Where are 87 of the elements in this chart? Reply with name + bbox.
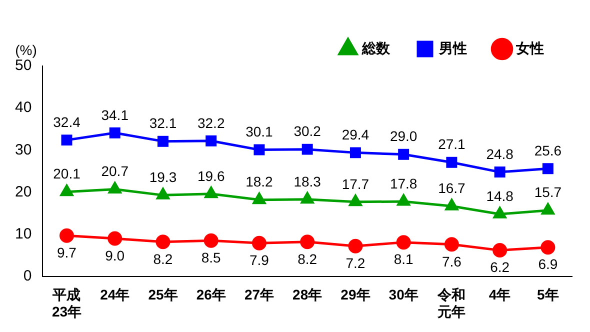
point xyxy=(204,186,218,198)
point xyxy=(445,198,458,210)
point xyxy=(398,148,410,160)
data-label: 7.9 xyxy=(249,252,270,268)
data-label: 17.8 xyxy=(390,175,418,192)
point xyxy=(494,166,506,178)
data-label: 20.7 xyxy=(101,163,129,180)
point xyxy=(109,127,120,138)
point xyxy=(252,236,266,250)
data-label: 16.7 xyxy=(438,180,466,196)
point xyxy=(157,136,168,147)
point xyxy=(396,235,411,250)
data-label: 32.1 xyxy=(149,115,177,132)
y-tick-label: 30 xyxy=(14,141,32,158)
y-tick-label: 20 xyxy=(14,183,32,200)
y-tick-label: 40 xyxy=(14,99,32,116)
point xyxy=(302,144,313,155)
data-label: 30.1 xyxy=(246,124,274,140)
point xyxy=(204,233,218,248)
data-label: 8.2 xyxy=(298,250,318,267)
data-label: 7.2 xyxy=(346,254,366,271)
data-label: 29.0 xyxy=(390,128,418,144)
point xyxy=(446,156,458,168)
point xyxy=(300,192,314,204)
x-tick-label: 29年 xyxy=(340,286,370,303)
point xyxy=(156,234,170,250)
x-tick-label: 30年 xyxy=(388,286,418,303)
legend-label: 総数 xyxy=(361,40,391,56)
point xyxy=(206,135,217,146)
point xyxy=(542,163,554,174)
point xyxy=(397,194,410,206)
data-label: 25.6 xyxy=(534,142,562,159)
x-tick-label: 4年 xyxy=(488,286,511,303)
x-tick-label: 26年 xyxy=(196,286,226,303)
x-tick-label: 27年 xyxy=(244,286,274,303)
data-label: 14.8 xyxy=(486,188,514,204)
point xyxy=(59,228,74,243)
point xyxy=(300,234,315,250)
point xyxy=(252,192,266,204)
y-axis-title: (%) xyxy=(15,42,37,58)
x-tick-label: 令和元年 xyxy=(436,286,466,320)
point xyxy=(61,134,72,146)
x-tick-label: 24年 xyxy=(100,286,130,303)
data-label: 34.1 xyxy=(101,106,129,123)
data-label: 8.2 xyxy=(153,250,173,267)
data-label: 19.6 xyxy=(197,168,225,184)
data-label: 7.6 xyxy=(442,253,462,270)
x-tick-label: 5年 xyxy=(537,286,559,303)
data-label: 29.4 xyxy=(342,126,370,143)
data-label: 18.3 xyxy=(294,173,322,190)
data-label: 19.3 xyxy=(149,169,177,186)
x-tick-label: 平成23年 xyxy=(52,286,82,320)
data-label: 24.8 xyxy=(486,146,514,162)
point xyxy=(540,240,556,255)
data-label: 17.7 xyxy=(342,176,370,192)
data-label: 6.9 xyxy=(538,256,558,272)
y-tick-label: 0 xyxy=(23,268,32,285)
data-label: 30.2 xyxy=(294,123,322,140)
point xyxy=(108,182,122,194)
legend-label: 女性 xyxy=(515,40,544,56)
data-label: 8.5 xyxy=(201,249,222,266)
data-label: 20.1 xyxy=(53,166,81,182)
point xyxy=(348,238,363,254)
data-label: 9.0 xyxy=(105,247,125,264)
point xyxy=(108,231,122,246)
data-label: 6.2 xyxy=(490,259,510,276)
data-label: 8.1 xyxy=(394,251,414,268)
data-label: 32.2 xyxy=(197,114,225,131)
point xyxy=(349,194,362,206)
point xyxy=(444,237,459,252)
point xyxy=(492,243,508,258)
data-label: 27.1 xyxy=(438,136,466,152)
point xyxy=(60,184,74,196)
data-label: 9.7 xyxy=(57,244,77,260)
point xyxy=(254,144,265,156)
y-tick-label: 50 xyxy=(14,57,32,74)
data-label: 18.2 xyxy=(246,174,274,190)
legend-label: 男性 xyxy=(438,40,467,56)
point xyxy=(156,188,170,200)
data-label: 32.4 xyxy=(53,114,81,130)
x-tick-label: 28年 xyxy=(292,286,322,303)
point xyxy=(541,203,554,215)
data-label: 15.7 xyxy=(534,184,562,200)
x-tick-label: 25年 xyxy=(148,286,178,303)
y-tick-label: 10 xyxy=(14,225,32,242)
point xyxy=(350,147,361,158)
point xyxy=(493,206,506,218)
